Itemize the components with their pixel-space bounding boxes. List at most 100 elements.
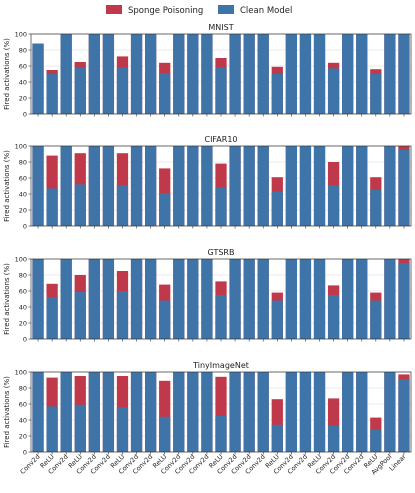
- bar-clean-model: [257, 259, 269, 339]
- bar-sponge-poisoning: [159, 380, 171, 452]
- bar-clean-model: [370, 429, 382, 452]
- y-axis-label: Fired activations (%): [3, 150, 11, 222]
- bar-clean-model: [327, 425, 340, 452]
- bar-clean-model: [370, 190, 382, 226]
- bar-clean-model: [299, 34, 312, 114]
- bar-sponge-poisoning: [327, 398, 340, 452]
- bar-clean-model: [201, 146, 213, 226]
- bar-clean-model: [285, 372, 297, 452]
- y-tick-label: 80: [19, 271, 27, 279]
- bar-clean-model: [201, 372, 213, 452]
- bar-clean-model: [32, 43, 44, 114]
- bar-clean-model: [159, 416, 171, 452]
- bar-clean-model: [88, 146, 100, 226]
- bar-clean-model: [32, 146, 44, 226]
- bar-clean-model: [173, 146, 185, 226]
- bar-clean-model: [46, 188, 58, 226]
- bar-clean-model: [116, 291, 129, 339]
- bar-clean-model: [74, 67, 86, 114]
- bar-clean-model: [327, 295, 340, 339]
- bar-clean-model: [243, 34, 255, 114]
- bar-clean-model: [398, 150, 410, 226]
- bar-clean-model: [257, 34, 269, 114]
- y-tick-label: 100: [15, 142, 27, 150]
- bar-clean-model: [60, 34, 72, 114]
- bar-clean-model: [145, 259, 157, 339]
- y-axis-label: Fired activations (%): [3, 376, 11, 448]
- y-tick-label: 100: [15, 255, 27, 263]
- y-tick-label: 0: [23, 222, 27, 230]
- bar-clean-model: [342, 259, 354, 339]
- bar-clean-model: [384, 372, 396, 452]
- bar-clean-model: [159, 300, 171, 339]
- bar-clean-model: [46, 406, 58, 452]
- bar-clean-model: [313, 259, 326, 339]
- bar-clean-model: [271, 424, 283, 452]
- bar-clean-model: [32, 372, 44, 452]
- y-axis-label: Fired activations (%): [3, 38, 11, 110]
- y-tick-label: 80: [19, 384, 27, 392]
- bar-clean-model: [215, 416, 227, 452]
- legend-label-clean: Clean Model: [240, 6, 292, 16]
- bar-clean-model: [130, 146, 143, 226]
- legend: Sponge Poisoning Clean Model: [106, 5, 292, 16]
- bar-clean-model: [299, 146, 312, 226]
- bar-clean-model: [313, 372, 326, 452]
- bar-clean-model: [342, 372, 354, 452]
- bar-clean-model: [257, 146, 269, 226]
- panel-title: GTSRB: [208, 248, 235, 257]
- bar-clean-model: [145, 34, 157, 114]
- bar-clean-model: [102, 259, 115, 339]
- panel-cifar10: CIFAR10 Fired activations (%) 0 20 40 60 80 100: [3, 135, 412, 230]
- bar-clean-model: [342, 34, 354, 114]
- y-tick-label: 0: [23, 448, 27, 456]
- bar-clean-model: [60, 146, 72, 226]
- bar-clean-model: [229, 146, 241, 226]
- bar-clean-model: [116, 407, 129, 452]
- bar-clean-model: [102, 34, 115, 114]
- plot-frame: [30, 258, 412, 340]
- bar-clean-model: [313, 146, 326, 226]
- legend-label-sponge: Sponge Poisoning: [128, 6, 203, 16]
- bar-clean-model: [243, 372, 255, 452]
- bar-clean-model: [74, 404, 86, 452]
- bar-clean-model: [398, 379, 410, 452]
- bar-clean-model: [271, 74, 283, 114]
- bar-clean-model: [130, 259, 143, 339]
- bar-clean-model: [187, 372, 199, 452]
- y-tick-label: 20: [19, 206, 27, 214]
- bar-clean-model: [173, 372, 185, 452]
- bar-clean-model: [229, 372, 241, 452]
- bar-clean-model: [313, 34, 326, 114]
- bar-clean-model: [145, 146, 157, 226]
- bar-clean-model: [299, 259, 312, 339]
- bar-clean-model: [159, 193, 171, 226]
- bar-clean-model: [271, 300, 283, 339]
- bar-clean-model: [342, 146, 354, 226]
- bar-clean-model: [187, 146, 199, 226]
- bar-clean-model: [243, 146, 255, 226]
- plot-frame: [30, 145, 412, 227]
- y-tick-label: 80: [19, 158, 27, 166]
- panel-tinyimagenet: TinyImageNet Fired activations (%) 0 20 40 60…: [3, 361, 412, 476]
- y-tick-label: 40: [19, 78, 27, 86]
- bar-clean-model: [384, 34, 396, 114]
- plot-frame: [30, 371, 412, 453]
- bar-clean-model: [370, 74, 382, 114]
- y-tick-label: 60: [19, 62, 27, 70]
- y-tick-label: 100: [15, 30, 27, 38]
- bar-clean-model: [116, 185, 129, 226]
- bar-clean-model: [46, 297, 58, 339]
- bar-clean-model: [201, 259, 213, 339]
- bar-clean-model: [215, 67, 227, 114]
- panel-title: MNIST: [208, 23, 233, 32]
- bar-clean-model: [285, 146, 297, 226]
- bar-clean-model: [243, 259, 255, 339]
- bar-clean-model: [187, 259, 199, 339]
- y-tick-label: 0: [23, 335, 27, 343]
- y-tick-label: 60: [19, 400, 27, 408]
- bar-clean-model: [271, 191, 283, 226]
- y-tick-label: 0: [23, 110, 27, 118]
